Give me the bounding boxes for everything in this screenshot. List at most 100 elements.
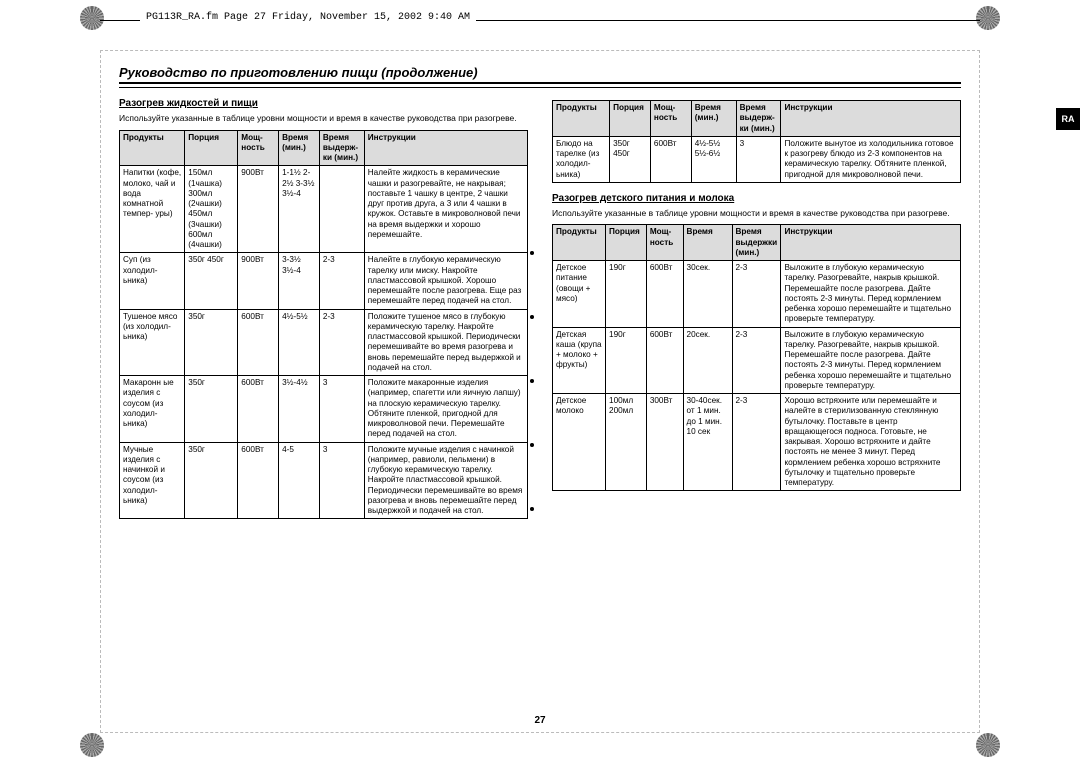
th: Мощ- ность [646, 225, 683, 261]
cell: 2-3 [732, 394, 781, 491]
header-file-info: PG113R_RA.fm Page 27 Friday, November 15… [140, 12, 476, 23]
crop-circle-tl [80, 6, 104, 30]
page-frame: Руководство по приготовлению пищи (продо… [100, 50, 980, 733]
right-intro: Используйте указанные в таблице уровни м… [552, 208, 961, 219]
th: Продукты [553, 225, 606, 261]
right-top-table: Продукты Порция Мощ- ность Время (мин.) … [552, 100, 961, 183]
cell: 30-40сек. от 1 мин. до 1 мин. 10 сек [683, 394, 732, 491]
gutter-bullets [530, 251, 534, 511]
table-row: Суп (из холодил- ьника) 350г 450г 900Вт … [120, 253, 528, 309]
table-row: Детское питание (овощи + мясо) 190г 600В… [553, 261, 961, 328]
crop-circle-br [976, 733, 1000, 757]
cell: 4½-5½ [279, 309, 320, 376]
cell: Положите тушеное мясо в глубокую керамич… [364, 309, 527, 376]
title-underline [119, 86, 961, 88]
bullet-icon [530, 507, 534, 511]
cell: Суп (из холодил- ьника) [120, 253, 185, 309]
cell: Выложите в глубокую керамическую тарелку… [781, 327, 961, 394]
bullet-icon [530, 379, 534, 383]
cell: Детская каша (крупа + молоко + фрукты) [553, 327, 606, 394]
cell: Макаронн ые изделия с соусом (из холодил… [120, 376, 185, 443]
crop-circle-bl [80, 733, 104, 757]
th: Время выдерж- ки (мин.) [319, 130, 364, 166]
cell: 350г 450г [185, 253, 238, 309]
cell: 3½-4½ [279, 376, 320, 443]
cell: 600Вт [646, 261, 683, 328]
table-row: Напитки (кофе, молоко, чай и вода комнат… [120, 166, 528, 253]
page-title: Руководство по приготовлению пищи (продо… [119, 65, 961, 84]
left-table: Продукты Порция Мощ- ность Время (мин.) … [119, 130, 528, 520]
cell: Блюдо на тарелке (из холодил- ьника) [553, 136, 610, 182]
cell: 600Вт [238, 376, 279, 443]
right-subhead: Разогрев детского питания и молока [552, 193, 961, 204]
cell: 2-3 [732, 327, 781, 394]
cell: 600Вт [238, 309, 279, 376]
cell: 900Вт [238, 166, 279, 253]
cell: 3 [319, 442, 364, 519]
th: Время выдержки (мин.) [732, 225, 781, 261]
th: Продукты [120, 130, 185, 166]
right-column: Продукты Порция Мощ- ность Время (мин.) … [552, 98, 961, 519]
left-subhead: Разогрев жидкостей и пищи [119, 98, 528, 109]
cell: Налейте в глубокую керамическую тарелку … [364, 253, 527, 309]
crop-circle-tr [976, 6, 1000, 30]
cell: 600Вт [238, 442, 279, 519]
cell: Выложите в глубокую керамическую тарелку… [781, 261, 961, 328]
th: Время (мин.) [691, 101, 736, 137]
page-number: 27 [101, 715, 979, 726]
table-row: Макаронн ые изделия с соусом (из холодил… [120, 376, 528, 443]
cell: Хорошо встряхните или перемешайте и нале… [781, 394, 961, 491]
cell: 1-1½ 2-2½ 3-3½ 3½-4 [279, 166, 320, 253]
cell: 300Вт [646, 394, 683, 491]
cell: 4-5 [279, 442, 320, 519]
cell: 2-3 [319, 253, 364, 309]
bullet-icon [530, 315, 534, 319]
cell: 600Вт [650, 136, 691, 182]
th: Продукты [553, 101, 610, 137]
cell: Тушеное мясо (из холодил- ьника) [120, 309, 185, 376]
cell: 350г [185, 376, 238, 443]
cell: Мучные изделия с начинкой и соусом (из х… [120, 442, 185, 519]
th: Инструкции [781, 225, 961, 261]
cell: 100мл 200мл [606, 394, 647, 491]
left-intro: Используйте указанные в таблице уровни м… [119, 113, 528, 124]
th: Порция [606, 225, 647, 261]
cell: 30сек. [683, 261, 732, 328]
cell: Положите макаронные изделия (например, с… [364, 376, 527, 443]
cell: 600Вт [646, 327, 683, 394]
language-tab: RA [1056, 108, 1080, 130]
cell: Напитки (кофе, молоко, чай и вода комнат… [120, 166, 185, 253]
cell: 3 [319, 376, 364, 443]
cell: 3-3½ 3½-4 [279, 253, 320, 309]
cell: 190г [606, 261, 647, 328]
bullet-icon [530, 251, 534, 255]
cell: Детское питание (овощи + мясо) [553, 261, 606, 328]
cell: 150мл (1чашка) 300мл (2чашки) 450мл (3ча… [185, 166, 238, 253]
table-row: Тушеное мясо (из холодил- ьника) 350г 60… [120, 309, 528, 376]
th: Мощ- ность [650, 101, 691, 137]
table-row: Детское молоко 100мл 200мл 300Вт 30-40се… [553, 394, 961, 491]
table-row: Мучные изделия с начинкой и соусом (из х… [120, 442, 528, 519]
cell: 2-3 [319, 309, 364, 376]
cell [319, 166, 364, 253]
cell: 350г 450г [610, 136, 651, 182]
table-row: Блюдо на тарелке (из холодил- ьника) 350… [553, 136, 961, 182]
cell: 350г [185, 309, 238, 376]
cell: Детское молоко [553, 394, 606, 491]
th: Время [683, 225, 732, 261]
th: Инструкции [781, 101, 961, 137]
table-row: Детская каша (крупа + молоко + фрукты) 1… [553, 327, 961, 394]
cell: 350г [185, 442, 238, 519]
cell: 900Вт [238, 253, 279, 309]
cell: Положите вынутое из холодильника готовое… [781, 136, 961, 182]
cell: 3 [736, 136, 781, 182]
right-bottom-table: Продукты Порция Мощ- ность Время Время в… [552, 224, 961, 491]
th: Инструкции [364, 130, 527, 166]
th: Время выдерж- ки (мин.) [736, 101, 781, 137]
cell: 20сек. [683, 327, 732, 394]
th: Мощ- ность [238, 130, 279, 166]
th: Порция [610, 101, 651, 137]
cell: Налейте жидкость в керамические чашки и … [364, 166, 527, 253]
cell: Положите мучные изделия с начинкой (напр… [364, 442, 527, 519]
cell: 4½-5½ 5½-6½ [691, 136, 736, 182]
